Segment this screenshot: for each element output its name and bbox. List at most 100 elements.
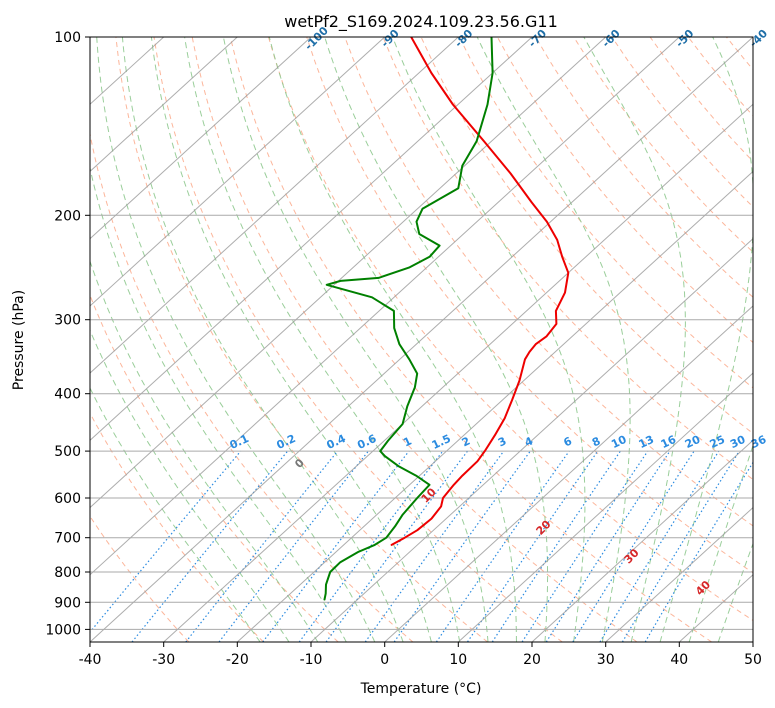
- y-tick-label: 400: [54, 387, 81, 403]
- mixing-ratio-label: 36: [749, 433, 769, 451]
- mixing-ratio-label: 25: [708, 433, 727, 451]
- isotherm-label: -40: [747, 27, 770, 50]
- isotherm-line: [457, 372, 753, 642]
- moist-adiabat-line: [268, 37, 517, 642]
- dry-adiabat-line: [496, 37, 753, 344]
- y-tick-label: 900: [54, 595, 81, 611]
- moist-adiabat-line: [184, 37, 461, 642]
- isotherm-label: -50: [673, 27, 696, 50]
- isotherm-line: [90, 37, 312, 240]
- y-tick-label: 500: [54, 444, 81, 460]
- moist-adiabat-line: [90, 259, 319, 642]
- moist-adiabat-line: [659, 37, 753, 642]
- dry-adiabat-line: [344, 37, 753, 527]
- y-axis-title: Pressure (hPa): [11, 290, 27, 390]
- x-tick-label: 20: [523, 652, 541, 668]
- dry-adiabat-line: [90, 515, 190, 642]
- mixing-ratio-label: 0.2: [275, 432, 298, 452]
- x-tick-label: -40: [79, 652, 102, 668]
- moist-adiabat-line: [121, 37, 404, 642]
- y-tick-label: 800: [54, 565, 81, 581]
- mixing-ratio-label: 6: [562, 434, 575, 449]
- mixing-ratio-label: 10: [609, 433, 629, 451]
- wet-adiabat-label: 30: [622, 546, 642, 566]
- mixing-ratio-line: [545, 450, 671, 642]
- isotherm-line: [163, 103, 753, 642]
- moist-adiabat-line: [222, 37, 489, 642]
- wet-adiabat-label: 40: [693, 578, 713, 598]
- moist-adiabat-line: [150, 37, 432, 642]
- mixing-ratio-line: [491, 450, 621, 642]
- mixing-ratio-line: [466, 450, 599, 642]
- data-series: [323, 37, 570, 601]
- wet-adiabat-label: 0: [292, 456, 307, 471]
- dry-adiabat-line: [268, 37, 753, 622]
- wet-adiabat-label: 20: [534, 517, 554, 537]
- mixing-ratio-line: [131, 450, 289, 642]
- x-axis-title: Temperature (°C): [360, 681, 482, 697]
- dry-adiabat-line: [726, 37, 753, 71]
- moist-adiabat-line: [90, 165, 347, 642]
- x-tick-label: 0: [380, 652, 389, 668]
- line-labels: 0.1 0.2 0.4 0.6 1 1.5 2 3 4 6 8 10 13 16 20 25 30 36-100-…: [228, 24, 771, 598]
- moist-adiabat-line: [90, 387, 261, 642]
- x-tick-label: 10: [449, 652, 467, 668]
- y-tick-label: 1000: [45, 622, 81, 638]
- dry-adiabat-line: [649, 37, 753, 163]
- dry-adiabat-line: [765, 37, 775, 642]
- x-tick-label: 30: [597, 652, 615, 668]
- plot-frame: [89, 36, 754, 643]
- mixing-ratio-line: [435, 450, 570, 642]
- mixing-ratio-label: 30: [728, 433, 748, 451]
- x-tick-label: 40: [670, 652, 688, 668]
- axes: -40 -30 -20 -10 0 10 20 30 40 5010020030040050060…: [45, 30, 762, 668]
- y-tick-label: 700: [54, 531, 81, 547]
- chart-title: wetPf2_S169.2024.109.23.56.G11: [284, 12, 558, 32]
- isotherm-line: [752, 641, 753, 642]
- wet-adiabat-label: 10: [419, 485, 439, 505]
- mixing-ratio-line: [521, 450, 649, 642]
- isotherm-line: [605, 506, 753, 642]
- moist-adiabat-line: [717, 542, 753, 642]
- dry-adiabat-line: [90, 293, 339, 642]
- mixing-ratio-line: [644, 461, 753, 642]
- mixing-ratio-line: [621, 450, 740, 642]
- y-tick-label: 100: [54, 30, 81, 46]
- y-tick-label: 200: [54, 208, 81, 224]
- mixing-ratio-line: [90, 450, 242, 633]
- x-tick-label: 50: [744, 652, 762, 668]
- dewpoint-profile-line: [323, 37, 494, 601]
- background-lines: [90, 37, 775, 642]
- moist-adiabat-line: [324, 37, 549, 642]
- moist-adiabat-line: [476, 37, 631, 642]
- dry-adiabat-line: [229, 37, 712, 642]
- mixing-ratio-line: [364, 450, 505, 642]
- dry-adiabat-line: [306, 37, 753, 574]
- x-tick-label: -10: [300, 652, 323, 668]
- dry-adiabat-line: [90, 412, 264, 642]
- mixing-ratio-line: [599, 450, 720, 642]
- moist-adiabat-line: [392, 37, 586, 642]
- isotherm-line: [90, 37, 753, 642]
- dry-adiabat-line: [115, 37, 488, 642]
- isotherm-line: [90, 37, 386, 307]
- isotherm-line: [90, 37, 459, 374]
- mixing-ratio-label: 16: [659, 433, 679, 451]
- moist-adiabat-line: [583, 37, 686, 642]
- mixing-ratio-label: 1: [401, 434, 413, 449]
- dry-adiabat-line: [153, 37, 563, 642]
- y-tick-label: 600: [54, 491, 81, 507]
- mixing-ratio-label: 13: [637, 433, 656, 451]
- y-tick-label: 300: [54, 313, 81, 329]
- dry-adiabat-line: [458, 37, 753, 389]
- mixing-ratio-line: [185, 450, 339, 642]
- temperature-profile-line: [390, 37, 570, 546]
- moist-adiabat-line: [90, 328, 290, 642]
- isotherm-line: [90, 37, 607, 509]
- isotherm-line: [236, 170, 753, 642]
- mixing-ratio-line: [262, 450, 410, 642]
- mixing-ratio-line: [572, 450, 695, 642]
- isotherm-line: [531, 439, 753, 642]
